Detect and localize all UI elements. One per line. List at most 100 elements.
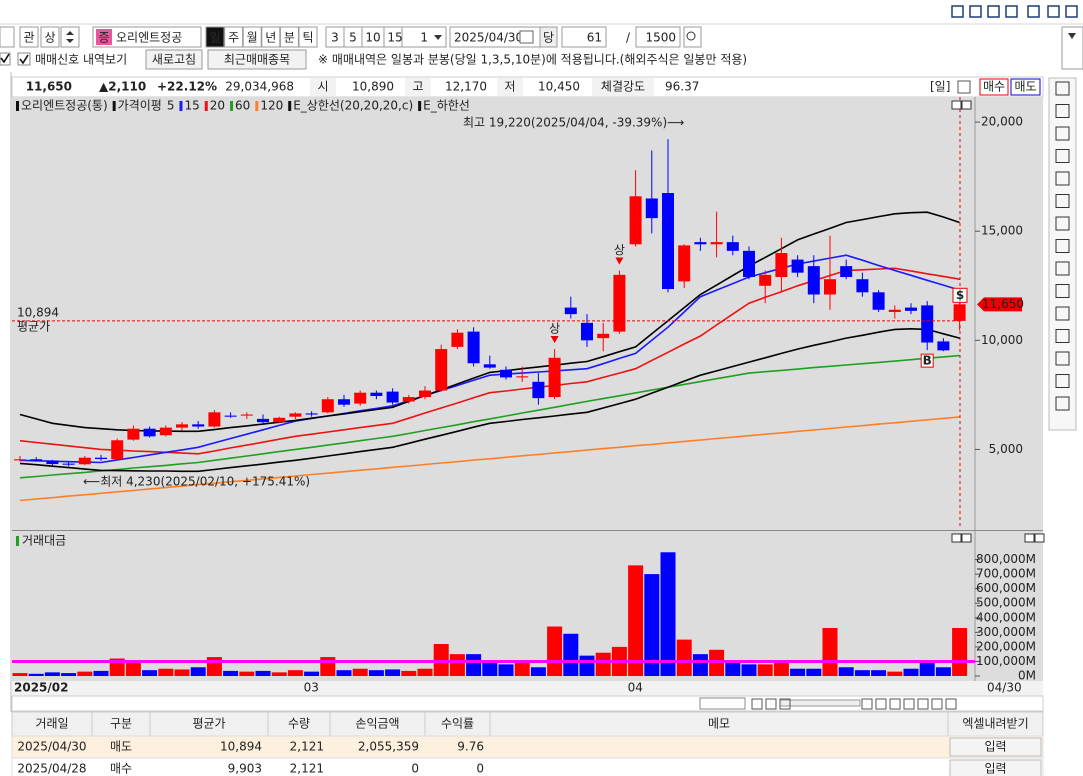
scroll-control[interactable] [779, 698, 791, 710]
max-box[interactable] [635, 26, 681, 48]
window-icon[interactable] [951, 5, 964, 18]
window-icon[interactable] [1047, 5, 1060, 18]
period-label: 분 [284, 31, 295, 45]
count-box[interactable] [561, 26, 607, 48]
period-button[interactable] [298, 26, 318, 48]
quote-label-box [310, 78, 336, 96]
tool-icon[interactable] [1055, 81, 1070, 96]
window-icon[interactable] [1027, 5, 1040, 18]
table-row [11, 735, 1044, 759]
legend-swatch [204, 101, 208, 111]
scroll-control[interactable] [945, 698, 957, 710]
period-button[interactable] [242, 26, 262, 48]
scrollbar[interactable] [699, 697, 746, 710]
dang-label: 당 [543, 31, 554, 45]
period-button[interactable] [205, 26, 225, 48]
scroll-control[interactable] [931, 698, 943, 710]
scroll-control[interactable] [889, 698, 901, 710]
volume-bar [822, 627, 838, 676]
tool-icon[interactable] [1055, 239, 1070, 253]
candle-body [354, 392, 367, 404]
recent-button[interactable] [207, 49, 307, 70]
tool-icon[interactable] [1055, 126, 1070, 141]
tool-icon[interactable] [1055, 284, 1070, 298]
tool-icon[interactable] [1055, 171, 1070, 186]
zoom-button[interactable] [683, 26, 702, 48]
spinner[interactable] [60, 26, 80, 48]
tool-icon[interactable] [1055, 149, 1070, 163]
scroll-control[interactable] [875, 698, 887, 710]
window-icon[interactable] [1005, 5, 1018, 18]
period-button[interactable] [279, 26, 299, 48]
volume-bar [417, 668, 433, 676]
table-header-cell: 평균가 [192, 717, 225, 731]
volume-bar [44, 672, 60, 676]
table-cell: 2,121 [290, 740, 324, 754]
count-value: 61 [587, 31, 602, 45]
checkbox[interactable] [17, 52, 31, 66]
candle-body [208, 412, 221, 427]
legend-swatch [418, 101, 422, 111]
check [19, 54, 29, 65]
volume-bar [142, 670, 158, 676]
scroll-control[interactable] [903, 698, 915, 710]
period-button[interactable] [224, 26, 244, 48]
window-icon[interactable] [969, 5, 982, 18]
candle-body [629, 196, 642, 245]
volume-bar [206, 657, 222, 676]
buy-button[interactable] [979, 78, 1009, 96]
sell-button[interactable] [1010, 78, 1041, 96]
tool-icon[interactable] [1055, 396, 1070, 411]
settings-icon[interactable] [957, 80, 971, 94]
scroll-control[interactable] [917, 698, 929, 710]
input-button[interactable] [949, 759, 1042, 776]
tool-icon[interactable] [1055, 194, 1070, 208]
candle-body [662, 193, 674, 290]
candle-body [402, 397, 415, 402]
quote-label-box [405, 78, 431, 96]
candle-body [581, 322, 593, 341]
y-tick-label: 10,000 [981, 333, 1023, 347]
tool-icon[interactable] [1055, 329, 1070, 343]
table-cell: 0 [411, 762, 419, 776]
panel-control[interactable] [951, 533, 962, 543]
scroll-control[interactable] [751, 698, 763, 710]
window-icon[interactable] [1065, 5, 1078, 18]
tool-icon[interactable] [1055, 104, 1070, 118]
input-button[interactable] [949, 737, 1042, 757]
button[interactable] [40, 26, 60, 48]
tool-icon[interactable] [1055, 216, 1070, 231]
moving-average-line [19, 354, 960, 479]
zoom-slider[interactable] [779, 699, 861, 707]
table-cell: 매수 [110, 762, 132, 776]
volume-bar [579, 655, 595, 676]
quote-low: 10,450 [538, 80, 580, 94]
panel-control[interactable] [1034, 533, 1045, 543]
dang-box[interactable] [539, 26, 558, 48]
panel-control[interactable] [951, 100, 962, 110]
window-icon[interactable] [987, 5, 1000, 18]
period-button[interactable] [261, 26, 281, 48]
unit-box[interactable] [401, 26, 447, 48]
panel-control[interactable] [961, 100, 972, 110]
side-button[interactable] [1061, 26, 1083, 70]
tool-icon[interactable] [1055, 351, 1070, 366]
candle-body [856, 279, 869, 293]
stock-box[interactable] [92, 26, 202, 48]
search-box[interactable] [0, 26, 15, 48]
tool-icon[interactable] [1055, 374, 1070, 388]
quote-price: 11,650 [26, 80, 72, 94]
button[interactable] [19, 26, 39, 48]
panel-control[interactable] [961, 533, 972, 543]
tool-icon[interactable] [1055, 306, 1070, 321]
quote-change: ▲2,110 [99, 80, 146, 94]
table-header-cell: 메모 [708, 717, 730, 731]
candle-body [743, 250, 755, 278]
scroll-control[interactable] [861, 698, 873, 710]
refresh-button[interactable] [145, 49, 203, 70]
candle-body [176, 424, 188, 428]
scroll-control[interactable] [765, 698, 777, 710]
tool-icon[interactable] [1055, 261, 1070, 276]
panel-control[interactable] [1024, 533, 1035, 543]
candle-body [840, 266, 853, 278]
